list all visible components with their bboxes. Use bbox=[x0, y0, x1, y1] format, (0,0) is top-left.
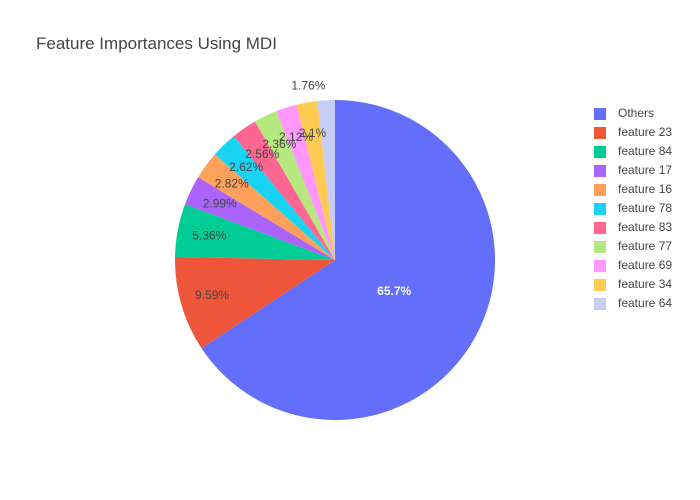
legend-swatch bbox=[594, 184, 606, 196]
slice-label: 2.62% bbox=[229, 160, 263, 174]
pie-slice-feature-78[interactable] bbox=[214, 136, 335, 260]
legend-swatch bbox=[594, 279, 606, 291]
legend-item[interactable]: feature 83 bbox=[594, 220, 672, 234]
slice-label: 65.7% bbox=[377, 284, 411, 298]
legend-item[interactable]: feature 77 bbox=[594, 239, 672, 253]
slice-label: 2.36% bbox=[262, 137, 296, 151]
legend-swatch bbox=[594, 127, 606, 139]
legend-label: feature 16 bbox=[618, 182, 672, 196]
legend-item[interactable]: feature 64 bbox=[594, 296, 672, 310]
legend-label: feature 69 bbox=[618, 258, 672, 272]
legend-swatch bbox=[594, 165, 606, 177]
pie-slice-feature-64[interactable] bbox=[317, 100, 335, 260]
slice-label: 2.82% bbox=[215, 177, 249, 191]
legend-label: feature 77 bbox=[618, 239, 672, 253]
legend-label: Others bbox=[618, 106, 654, 120]
slice-label: 9.59% bbox=[195, 288, 229, 302]
legend-swatch bbox=[594, 260, 606, 272]
slice-label: 1.76% bbox=[291, 78, 325, 92]
legend-item[interactable]: feature 78 bbox=[594, 201, 672, 215]
legend-label: feature 17 bbox=[618, 163, 672, 177]
slice-label: 2.99% bbox=[203, 197, 237, 211]
pie-slice-feature-17[interactable] bbox=[185, 177, 335, 260]
pie-labels: 65.7% 9.59% 5.36% 2.99% 2.82% 2.62%2.56%2.36%… bbox=[192, 78, 411, 301]
legend-swatch bbox=[594, 146, 606, 158]
pie-slice-feature-34[interactable] bbox=[296, 100, 335, 261]
pie-slices bbox=[175, 100, 495, 420]
slice-label: 2.56% bbox=[245, 147, 279, 161]
legend-swatch bbox=[594, 108, 606, 120]
chart-title: Feature Importances Using MDI bbox=[36, 34, 277, 53]
legend-item[interactable]: feature 17 bbox=[594, 163, 672, 177]
pie-slice-others[interactable] bbox=[201, 100, 495, 420]
slice-label: 2.12% bbox=[279, 130, 313, 144]
legend-label: feature 64 bbox=[618, 296, 672, 310]
legend-label: feature 84 bbox=[618, 144, 672, 158]
legend-swatch bbox=[594, 203, 606, 215]
pie-slice-feature-83[interactable] bbox=[233, 121, 335, 261]
legend-swatch bbox=[594, 241, 606, 253]
legend-item[interactable]: feature 23 bbox=[594, 125, 672, 139]
legend-swatch bbox=[594, 298, 606, 310]
pie-slice-feature-84[interactable] bbox=[175, 204, 335, 260]
legend-item[interactable]: feature 69 bbox=[594, 258, 672, 272]
legend-item[interactable]: feature 34 bbox=[594, 277, 672, 291]
legend-swatch bbox=[594, 222, 606, 234]
legend-label: feature 34 bbox=[618, 277, 672, 291]
pie-slice-feature-77[interactable] bbox=[254, 111, 335, 260]
slice-label: 5.36% bbox=[192, 228, 226, 242]
legend-label: feature 23 bbox=[618, 125, 672, 139]
pie-slice-feature-23[interactable] bbox=[175, 256, 335, 349]
legend-item[interactable]: feature 84 bbox=[594, 144, 672, 158]
legend-item[interactable]: feature 16 bbox=[594, 182, 672, 196]
chart-legend: Others feature 23 feature 84 feature 17 feat… bbox=[594, 106, 672, 310]
legend-label: feature 78 bbox=[618, 201, 672, 215]
pie-slice-feature-16[interactable] bbox=[198, 154, 335, 260]
slice-label: 2.1% bbox=[299, 126, 327, 140]
pie-slice-feature-69[interactable] bbox=[276, 104, 335, 261]
legend-label: feature 83 bbox=[618, 220, 672, 234]
legend-item[interactable]: Others bbox=[594, 106, 654, 120]
